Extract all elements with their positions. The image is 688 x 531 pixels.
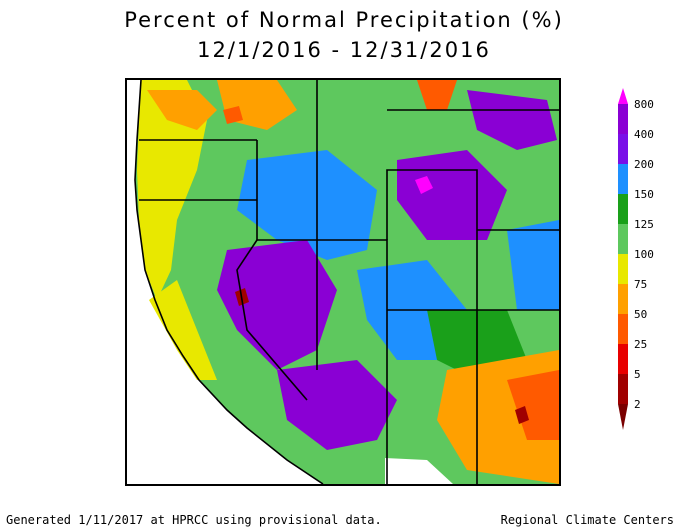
credit-label: Regional Climate Centers	[500, 513, 674, 527]
south-coast-low-area	[149, 280, 217, 380]
legend-label: 5	[634, 368, 641, 381]
legend-top-arrow	[618, 88, 628, 104]
legend-bar: 800 400 200 150 125 100 75 50 25 5 2	[618, 88, 654, 430]
wyoming-very-wet-area	[397, 150, 507, 240]
legend-label: 2	[634, 398, 641, 411]
precipitation-map	[125, 78, 561, 486]
arizona-very-wet-area	[277, 360, 397, 450]
extreme-spot	[415, 176, 433, 194]
map-date-range: 12/1/2016 - 12/31/2016	[197, 38, 491, 62]
northwest-below-area	[147, 90, 217, 130]
great-basin-wet-area	[237, 150, 377, 260]
very-dry-spot-east	[515, 406, 529, 424]
legend-label: 50	[634, 308, 647, 321]
colorado-wet-area	[507, 220, 559, 310]
generated-note: Generated 1/11/2017 at HPRCC using provi…	[6, 513, 382, 527]
legend-swatch	[618, 374, 628, 404]
coastal-low-area	[137, 80, 207, 300]
east-dry-area	[507, 370, 559, 440]
north-dry-area	[417, 80, 457, 110]
legend-label: 125	[634, 218, 654, 231]
wyoming-border	[386, 169, 478, 310]
legend-label: 75	[634, 278, 647, 291]
legend-label: 200	[634, 158, 654, 171]
idaho-nevada-border	[256, 140, 318, 370]
coastline	[134, 80, 324, 484]
legend-label: 25	[634, 338, 647, 351]
legend-swatch	[618, 164, 628, 194]
legend-label: 400	[634, 128, 654, 141]
legend-swatch	[618, 194, 628, 224]
legend-swatch	[618, 284, 628, 314]
nevada-very-wet-area	[217, 240, 337, 370]
map-title: Percent of Normal Precipitation (%)	[124, 8, 564, 32]
legend-swatch	[618, 314, 628, 344]
state-boundaries	[134, 80, 559, 484]
oregon-dry-spot	[223, 106, 243, 124]
california-nevada-border	[236, 239, 308, 401]
precip-anomaly-areas	[137, 80, 559, 484]
legend-label: 150	[634, 188, 654, 201]
legend-swatch	[618, 224, 628, 254]
map-canvas	[134, 80, 559, 484]
legend-swatch	[618, 344, 628, 374]
color-legend: 800 400 200 150 125 100 75 50 25 5 2	[610, 80, 680, 460]
legend-label: 800	[634, 98, 654, 111]
legend-bottom-arrow	[618, 404, 628, 430]
legend-swatch	[618, 254, 628, 284]
montana-very-wet-area	[467, 90, 557, 150]
legend-swatch	[618, 104, 628, 134]
legend-label: 100	[634, 248, 654, 261]
legend-swatch	[618, 134, 628, 164]
